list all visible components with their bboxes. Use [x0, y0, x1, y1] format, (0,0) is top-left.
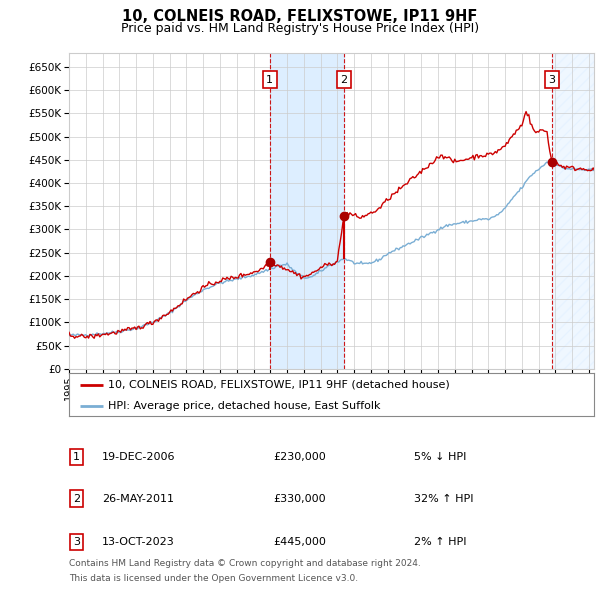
Text: 3: 3	[73, 537, 80, 546]
Text: 2: 2	[73, 494, 80, 503]
Text: 1: 1	[266, 75, 273, 85]
Bar	[552, 53, 600, 369]
Text: 19-DEC-2006: 19-DEC-2006	[102, 453, 176, 462]
Text: 32% ↑ HPI: 32% ↑ HPI	[414, 494, 473, 503]
Text: £330,000: £330,000	[273, 494, 326, 503]
Text: 1: 1	[73, 453, 80, 462]
Text: 10, COLNEIS ROAD, FELIXSTOWE, IP11 9HF: 10, COLNEIS ROAD, FELIXSTOWE, IP11 9HF	[122, 9, 478, 24]
Bar	[270, 53, 344, 369]
Text: 13-OCT-2023: 13-OCT-2023	[102, 537, 175, 546]
Text: 3: 3	[548, 75, 555, 85]
Text: This data is licensed under the Open Government Licence v3.0.: This data is licensed under the Open Gov…	[69, 574, 358, 583]
Text: £230,000: £230,000	[273, 453, 326, 462]
Text: Contains HM Land Registry data © Crown copyright and database right 2024.: Contains HM Land Registry data © Crown c…	[69, 559, 421, 568]
Text: Price paid vs. HM Land Registry's House Price Index (HPI): Price paid vs. HM Land Registry's House …	[121, 22, 479, 35]
Text: 5% ↓ HPI: 5% ↓ HPI	[414, 453, 466, 462]
Text: 2% ↑ HPI: 2% ↑ HPI	[414, 537, 467, 546]
Text: 10, COLNEIS ROAD, FELIXSTOWE, IP11 9HF (detached house): 10, COLNEIS ROAD, FELIXSTOWE, IP11 9HF (…	[109, 379, 450, 389]
Text: 26-MAY-2011: 26-MAY-2011	[102, 494, 174, 503]
Text: HPI: Average price, detached house, East Suffolk: HPI: Average price, detached house, East…	[109, 401, 381, 411]
Text: 2: 2	[341, 75, 347, 85]
Text: £445,000: £445,000	[273, 537, 326, 546]
